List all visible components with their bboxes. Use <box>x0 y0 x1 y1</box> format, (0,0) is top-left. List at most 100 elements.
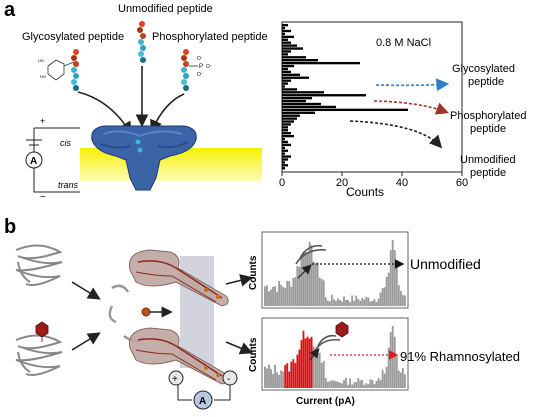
panel-b-letter: b <box>4 216 16 238</box>
histogram-bar <box>282 126 288 129</box>
histogram-bar <box>282 50 291 53</box>
glycosylated-peptide-molecule: HO HO <box>38 49 79 91</box>
current-trace-top <box>261 231 409 309</box>
protein-coil-bottom <box>15 334 63 376</box>
histogram-bar <box>282 91 324 94</box>
histogram-bar <box>282 94 366 97</box>
protein-coil-top <box>15 244 63 286</box>
label-phosphorylated-peptide: Phosphorylated peptide <box>152 31 268 43</box>
x-axis-ticks: 0 20 40 60 <box>279 172 468 189</box>
histogram-bar <box>282 76 309 79</box>
histogram-bar <box>282 108 408 112</box>
electrode-minus-icon <box>222 370 238 386</box>
x-tick-label: 60 <box>456 177 468 189</box>
histogram-bar <box>282 29 291 33</box>
arrow-phospho-to-pore <box>150 93 185 133</box>
histogram-bar <box>282 26 285 30</box>
histogram-bar <box>282 143 291 147</box>
histogram-bar <box>282 79 291 82</box>
histogram-bar <box>282 64 294 68</box>
histogram-bar <box>282 47 303 50</box>
histogram-bar <box>282 97 312 100</box>
outcome-glycosylated-line2: peptide <box>468 76 504 88</box>
histogram-bar <box>282 56 306 59</box>
phosphorylated-peptide-molecule: P O⁻ O O⁻ <box>181 49 213 91</box>
histogram-bar <box>282 152 285 155</box>
ammeter-b-icon <box>193 390 213 410</box>
trace-top-peptide-icon-2 <box>295 248 327 265</box>
histogram-bar <box>282 32 285 36</box>
histogram-bar <box>282 59 318 62</box>
ammeter-icon <box>25 151 43 169</box>
histogram-bars <box>282 24 408 170</box>
histogram-bar <box>282 132 291 135</box>
bottom-trace-result: 91% Rhamnosylated <box>400 349 520 364</box>
histogram-bar <box>282 85 285 88</box>
chart-xlabel: Counts <box>346 185 384 199</box>
unmodified-peptide-molecule <box>137 21 146 63</box>
histogram-bar <box>282 155 291 158</box>
trace-xlabel: Current (pA) <box>296 396 355 407</box>
nanopore-protein <box>91 125 197 191</box>
arrow-phosphorylated <box>373 100 449 115</box>
electrode-plus-label: + <box>172 374 178 385</box>
histogram-bar <box>282 35 294 39</box>
rhamnose-hexagon-icon <box>35 321 49 342</box>
histogram-bar <box>282 161 285 164</box>
histogram-bar <box>282 134 294 138</box>
arrow-bottom-peak <box>309 348 320 361</box>
histogram-bar <box>282 120 294 123</box>
histogram-bar <box>282 102 321 106</box>
circuit-plus-top: + <box>40 116 45 126</box>
bottom-trace-ylabel: Counts <box>248 337 259 372</box>
histogram-bar <box>282 140 288 144</box>
histogram-bar <box>282 149 288 152</box>
svg-text:P: P <box>199 64 203 70</box>
arrow-to-bottom-trace <box>225 341 253 355</box>
histogram-bar <box>282 114 300 117</box>
histogram-bar <box>282 53 288 56</box>
nanopore-complex-top <box>128 249 229 307</box>
ammeter-b-label: A <box>199 396 206 407</box>
histogram-bar <box>282 38 288 41</box>
label-unmodified-peptide: Unmodified peptide <box>118 3 213 15</box>
arrow-glycosylated <box>375 78 450 92</box>
histogram-bar <box>282 164 288 167</box>
svg-text:O⁻: O⁻ <box>206 64 213 70</box>
label-trans: trans <box>58 180 79 190</box>
histogram-bar <box>282 137 285 141</box>
trace-bottom-rhamnose-icon <box>313 321 349 353</box>
label-cis: cis <box>60 138 71 148</box>
histogram-bar <box>282 82 288 85</box>
top-trace-ylabel: Counts <box>248 255 259 290</box>
outcome-glycosylated-line1: Glycosylated <box>452 63 515 75</box>
label-glycosylated-peptide: Glycosylated peptide <box>22 31 124 43</box>
histogram-bar <box>282 117 297 120</box>
histogram-bar <box>282 123 291 126</box>
svg-text:O⁻: O⁻ <box>197 72 204 78</box>
top-trace-result: Unmodified <box>410 256 481 272</box>
outcome-phosphorylated-line2: peptide <box>470 123 506 135</box>
modified-fragment-icon <box>141 307 151 317</box>
circuit-minus-bottom: − <box>40 192 46 203</box>
current-trace-bottom <box>261 317 409 391</box>
outcome-phosphorylated-line1: Phosphorylated <box>450 110 526 122</box>
histogram-bar <box>282 24 288 27</box>
histogram-bar <box>282 111 315 114</box>
histogram-bar <box>282 146 285 149</box>
x-tick-label: 20 <box>336 177 348 189</box>
electrode-plus-icon <box>168 370 184 386</box>
chart-annotation: 0.8 M NaCl <box>376 37 431 49</box>
histogram-bar <box>282 70 291 74</box>
histogram-bar <box>282 88 297 91</box>
histogram-bar <box>282 41 291 44</box>
outcome-unmodified-line1: Unmodified <box>460 154 516 166</box>
histogram-bar <box>282 67 288 71</box>
svg-text:HO: HO <box>38 58 44 63</box>
histogram-bar <box>282 105 336 109</box>
histogram-bar <box>282 167 285 170</box>
panel-a-letter: a <box>4 0 16 21</box>
histogram-bar <box>282 99 306 103</box>
arrow-bottom-to-pore <box>71 332 101 351</box>
